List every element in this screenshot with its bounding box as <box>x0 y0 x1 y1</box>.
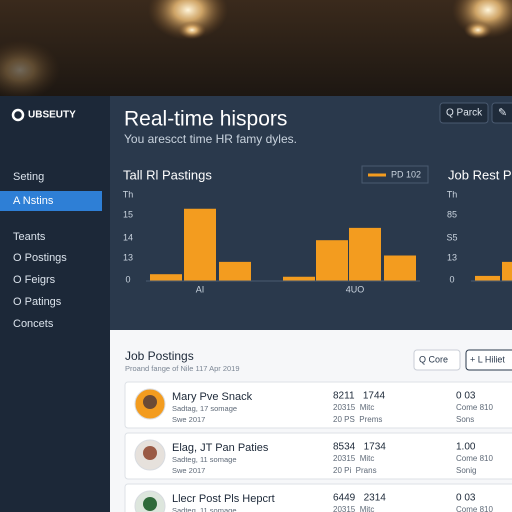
posting-card[interactable] <box>124 483 512 512</box>
posting-stat: 0 03 <box>456 493 476 504</box>
posting-name: Llecr Post Pls Hepcrt <box>172 493 275 505</box>
posting-stat: 8534 1734 <box>333 442 386 453</box>
axis-label: S5 <box>446 232 457 242</box>
posting-detail: Sadteg, 11 somage <box>172 506 237 512</box>
posting-detail: Swe 2017 <box>172 415 205 424</box>
nav-item[interactable]: Concets <box>13 318 54 330</box>
bar <box>502 261 512 281</box>
chart-title: Job Rest Pa <box>448 167 512 182</box>
posting-stat: 20315 Mitc <box>333 403 374 412</box>
axis-label: 15 <box>123 209 133 219</box>
posting-stat: 20315 Mitc <box>333 454 374 463</box>
nav-item[interactable]: O Postings <box>13 252 67 264</box>
nav-item[interactable]: A Nstins <box>13 195 54 207</box>
posting-card[interactable] <box>124 381 512 429</box>
ceiling-lights <box>0 0 512 100</box>
core-button[interactable] <box>413 349 461 371</box>
section-subtitle: Proand fange of Nile 117 Apr 2019 <box>125 364 240 373</box>
axis-label: 0 <box>125 274 130 284</box>
axis-label: 13 <box>123 252 133 262</box>
posting-stat: Sonig <box>456 466 476 475</box>
search-button-label: Q Parck <box>446 108 483 119</box>
search-button[interactable] <box>439 102 489 124</box>
legend-label: PD 102 <box>391 169 421 179</box>
bar <box>184 208 216 281</box>
background-photo <box>0 0 512 96</box>
posting-detail: Sadteg, 11 somage <box>172 455 237 464</box>
axis-label: 0 <box>449 274 454 284</box>
page-title: Real-time hispors <box>124 108 287 131</box>
nav-item[interactable]: O Patings <box>13 296 62 308</box>
list-button[interactable] <box>465 349 512 371</box>
posting-stat: 0 03 <box>456 391 476 402</box>
axis-label: 13 <box>447 252 457 262</box>
logo-icon <box>11 108 25 122</box>
posting-stat: 20315 Mitc <box>333 505 374 512</box>
axis-label: Th <box>447 189 458 199</box>
posting-stat: Come 810 <box>456 454 493 463</box>
avatar-face <box>143 395 157 409</box>
edit-button[interactable] <box>491 102 512 124</box>
posting-stat: 8211 1744 <box>333 391 386 402</box>
bar <box>475 275 500 281</box>
axis-label: 85 <box>447 209 457 219</box>
edit-icon: ✎ <box>498 107 507 119</box>
axis-label: 4UO <box>346 284 365 294</box>
posting-name: Elag, JT Pan Paties <box>172 442 269 454</box>
nav-item[interactable]: Teants <box>13 231 46 243</box>
posting-stat: 6449 2314 <box>333 493 386 504</box>
posting-stat: Come 810 <box>456 403 493 412</box>
posting-detail: Swe 2017 <box>172 466 205 475</box>
chart-title: Tall Rl Pastings <box>123 167 212 182</box>
nav-item[interactable]: Seting <box>13 171 44 183</box>
nav-item[interactable]: O Feigrs <box>13 274 56 286</box>
posting-detail: Sadtag, 17 somage <box>172 404 237 413</box>
bar <box>384 255 416 281</box>
bar <box>349 227 381 281</box>
axis-label: Th <box>123 189 134 199</box>
posting-stat: 20 PS Prems <box>333 415 382 424</box>
sidebar <box>0 96 110 512</box>
axis-label: 14 <box>123 232 133 242</box>
bar <box>316 240 348 281</box>
axis-label: AI <box>196 284 205 294</box>
legend-box <box>361 165 429 184</box>
button-label: Q Core <box>419 354 448 364</box>
logo: UBSEUTY <box>28 110 76 121</box>
bar <box>283 276 315 281</box>
avatar-face <box>143 497 157 511</box>
page-subtitle: You arescct time HR famy dyles. <box>124 132 297 146</box>
section-title: Job Postings <box>125 349 194 363</box>
dashboard-header <box>110 96 512 330</box>
posting-stat: 1.00 <box>456 442 476 453</box>
avatar-face <box>143 446 157 460</box>
button-label: + L Hiliet <box>470 354 505 364</box>
nav-active <box>0 191 102 211</box>
bar <box>219 261 251 281</box>
posting-stat: Sons <box>456 415 474 424</box>
posting-stat: Come 810 <box>456 505 493 512</box>
bar <box>150 274 182 281</box>
posting-name: Mary Pve Snack <box>172 391 253 403</box>
posting-card[interactable] <box>124 432 512 480</box>
posting-stat: 20 Pi Prans <box>333 466 377 475</box>
